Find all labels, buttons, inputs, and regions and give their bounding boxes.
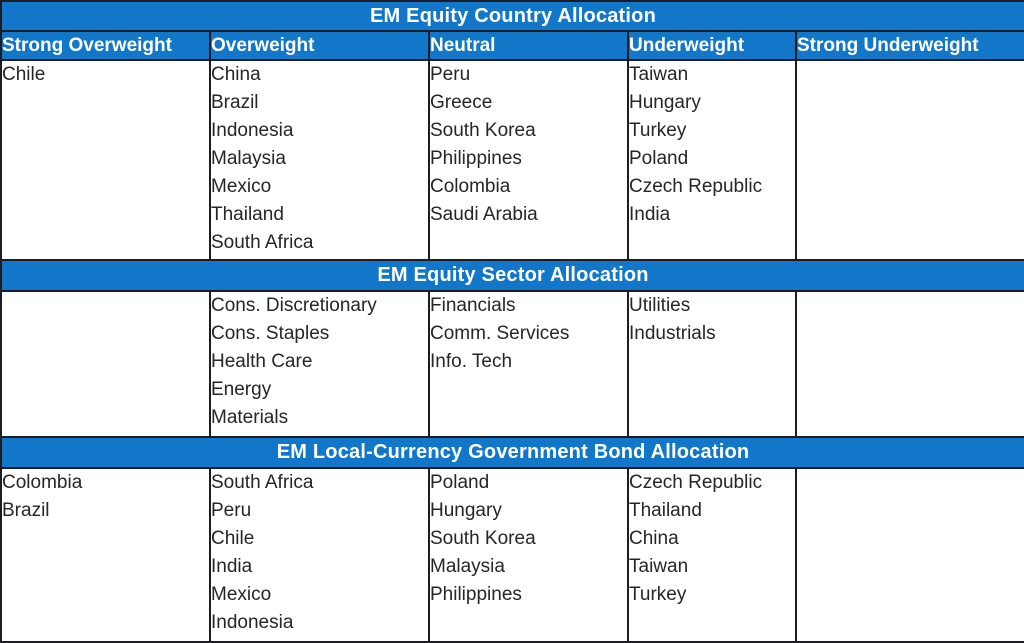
allocation-item: Materials — [211, 406, 289, 428]
allocation-cell-neutral: Poland Hungary South Korea Malaysia Philippi… — [428, 466, 629, 643]
allocation-item: Financials — [430, 294, 516, 316]
section-title-row: EM Equity Sector Allocation — [0, 259, 1024, 292]
allocation-item: Mexico — [211, 175, 272, 197]
allocation-item: Turkey — [629, 583, 687, 605]
allocation-item: Philippines — [430, 583, 522, 605]
column-header-strong-underweight: Strong Underweight — [794, 30, 1024, 61]
allocation-item: Peru — [211, 499, 252, 521]
allocation-item: China — [211, 63, 261, 85]
allocation-item: Czech Republic — [629, 175, 763, 197]
allocation-item: Mexico — [211, 583, 272, 605]
allocation-item: Czech Republic — [629, 471, 763, 493]
allocation-cell-overweight: South Africa Peru Chile India Mexico Indonesi… — [209, 466, 430, 643]
allocation-item: Cons. Discretionary — [211, 294, 377, 316]
allocation-cell-strong-underweight — [794, 58, 1024, 262]
allocation-item: Cons. Staples — [211, 322, 330, 344]
section-title: EM Local-Currency Government Bond Alloca… — [0, 436, 1024, 469]
allocation-item: Info. Tech — [430, 350, 513, 372]
allocation-item: India — [629, 203, 671, 225]
allocation-item: Comm. Services — [430, 322, 570, 344]
allocation-body-row: Chile China Brazil Indonesia Malaysia Mexico T… — [0, 58, 1024, 262]
allocation-item: Saudi Arabia — [430, 203, 538, 225]
allocation-item: Hungary — [629, 91, 701, 113]
column-header-overweight: Overweight — [209, 30, 430, 61]
allocation-item: Indonesia — [211, 119, 294, 141]
section-title: EM Equity Sector Allocation — [0, 259, 1024, 292]
column-header-strong-overweight: Strong Overweight — [0, 30, 211, 61]
allocation-cell-underweight: Czech Republic Thailand China Taiwan Turkey — [627, 466, 797, 643]
allocation-cell-neutral: Peru Greece South Korea Philippines Colombia… — [428, 58, 629, 262]
allocation-item: Indonesia — [211, 611, 294, 633]
allocation-cell-strong-overweight: Colombia Brazil — [0, 466, 211, 643]
allocation-item: Turkey — [629, 119, 687, 141]
allocation-item: Chile — [211, 527, 255, 549]
allocation-item: India — [211, 555, 253, 577]
section-title-row: EM Local-Currency Government Bond Alloca… — [0, 436, 1024, 469]
allocation-cell-neutral: Financials Comm. Services Info. Tech — [428, 289, 629, 439]
allocation-cell-underweight: Taiwan Hungary Turkey Poland Czech Republic I… — [627, 58, 797, 262]
allocation-item: Colombia — [430, 175, 511, 197]
allocation-item: Brazil — [2, 499, 50, 521]
allocation-cell-strong-underweight — [794, 466, 1024, 643]
allocation-item: Thailand — [211, 203, 284, 225]
allocation-item: Brazil — [211, 91, 259, 113]
allocation-item: Greece — [430, 91, 493, 113]
allocation-cell-strong-underweight — [794, 289, 1024, 439]
section-title-row: EM Equity Country Allocation — [0, 0, 1024, 33]
allocation-item: China — [629, 527, 679, 549]
allocation-item: Health Care — [211, 350, 313, 372]
allocation-item: Malaysia — [430, 555, 505, 577]
allocation-body-row: Colombia Brazil South Africa Peru Chile India… — [0, 466, 1024, 643]
allocation-item: Malaysia — [211, 147, 286, 169]
allocation-cell-underweight: Utilities Industrials — [627, 289, 797, 439]
allocation-item: Colombia — [2, 471, 83, 493]
allocation-item: Hungary — [430, 499, 502, 521]
allocation-item: Industrials — [629, 322, 716, 344]
allocation-item: Philippines — [430, 147, 522, 169]
column-header-underweight: Underweight — [627, 30, 797, 61]
allocation-item: Poland — [629, 147, 689, 169]
allocation-item: South Africa — [211, 471, 314, 493]
allocation-item: Taiwan — [629, 63, 689, 85]
allocation-item: Utilities — [629, 294, 691, 316]
allocation-cell-overweight: China Brazil Indonesia Malaysia Mexico Thaila… — [209, 58, 430, 262]
allocation-item: Chile — [2, 63, 46, 85]
column-header-row: Strong Overweight Overweight Neutral Underw… — [0, 30, 1024, 61]
allocation-item: South Korea — [430, 119, 536, 141]
allocation-item: Peru — [430, 63, 471, 85]
allocation-item: Taiwan — [629, 555, 689, 577]
allocation-item: Thailand — [629, 499, 702, 521]
section-title: EM Equity Country Allocation — [0, 0, 1024, 33]
allocation-cell-overweight: Cons. Discretionary Cons. Staples Health C… — [209, 289, 430, 439]
column-header-neutral: Neutral — [428, 30, 629, 61]
allocation-body-row: Cons. Discretionary Cons. Staples Health C… — [0, 289, 1024, 439]
allocation-item: South Korea — [430, 527, 536, 549]
allocation-cell-strong-overweight — [0, 289, 211, 439]
allocation-cell-strong-overweight: Chile — [0, 58, 211, 262]
allocation-item: Energy — [211, 378, 272, 400]
allocation-item: South Africa — [211, 231, 314, 253]
allocation-item: Poland — [430, 471, 490, 493]
